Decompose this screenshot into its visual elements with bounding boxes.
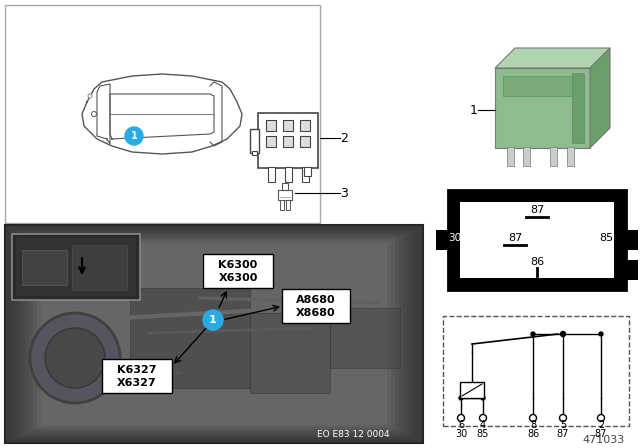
Text: X6300: X6300 [218, 273, 258, 283]
Bar [283, 136, 293, 147]
Bar [29, 237, 399, 431]
Circle shape [125, 127, 143, 145]
Bar [203, 254, 273, 288]
Bar [21, 233, 407, 435]
Bar [37, 241, 391, 427]
Circle shape [45, 328, 105, 388]
Text: 2: 2 [340, 132, 348, 145]
Text: 86: 86 [530, 257, 544, 267]
Bar [130, 288, 250, 388]
Bar [12, 234, 140, 300]
Polygon shape [590, 48, 610, 148]
Bar [72, 245, 127, 290]
Bar [16, 238, 136, 296]
Bar [523, 147, 530, 166]
Text: A8680: A8680 [296, 295, 336, 305]
Text: X6327: X6327 [117, 378, 157, 388]
Circle shape [561, 332, 566, 336]
Circle shape [531, 332, 535, 336]
Bar [5, 225, 423, 443]
Text: 30: 30 [455, 429, 467, 439]
Text: 5: 5 [560, 420, 566, 430]
Bar [102, 359, 172, 393]
Text: 471033: 471033 [583, 435, 625, 445]
Bar [285, 167, 292, 182]
Bar [283, 120, 293, 131]
Text: 85: 85 [477, 429, 489, 439]
Text: X8680: X8680 [296, 308, 336, 318]
Text: K6300: K6300 [218, 260, 258, 270]
Text: 4: 4 [480, 420, 486, 430]
Circle shape [459, 396, 463, 400]
Text: EO E83 12 0004: EO E83 12 0004 [317, 430, 390, 439]
Circle shape [203, 310, 223, 330]
Bar [25, 235, 403, 433]
Bar [300, 120, 310, 131]
Bar [22, 250, 67, 285]
Text: 8: 8 [530, 420, 536, 430]
Circle shape [559, 414, 566, 422]
Text: 2: 2 [598, 420, 604, 430]
Bar [304, 167, 311, 176]
Text: 87: 87 [595, 429, 607, 439]
Bar [448, 190, 626, 290]
Polygon shape [495, 48, 610, 68]
Text: K6327: K6327 [117, 365, 157, 375]
Text: 85: 85 [599, 233, 613, 243]
Bar [460, 202, 614, 278]
Circle shape [481, 396, 485, 400]
Text: 86: 86 [527, 429, 539, 439]
Bar [33, 239, 395, 429]
Circle shape [88, 94, 92, 98]
Bar [302, 167, 309, 182]
Text: 87: 87 [508, 233, 522, 243]
Bar [250, 129, 259, 153]
Circle shape [529, 414, 536, 422]
Circle shape [458, 414, 465, 422]
Text: 1: 1 [131, 131, 138, 141]
Bar [5, 5, 320, 223]
Text: 1: 1 [470, 103, 478, 116]
Bar [282, 183, 288, 190]
Text: 30: 30 [449, 233, 461, 243]
Bar [460, 382, 484, 398]
Bar [300, 136, 310, 147]
Circle shape [479, 414, 486, 422]
Text: 87: 87 [557, 429, 569, 439]
Bar [280, 200, 284, 210]
Bar [278, 190, 292, 200]
Bar [268, 167, 275, 182]
Bar [266, 136, 276, 147]
Bar [330, 308, 400, 368]
Bar [572, 73, 584, 143]
Circle shape [30, 313, 120, 403]
Bar [266, 120, 276, 131]
Bar [443, 316, 629, 426]
Text: 6: 6 [458, 420, 464, 430]
Bar [282, 289, 350, 323]
Bar [507, 147, 514, 166]
Circle shape [598, 414, 605, 422]
Bar [436, 230, 449, 250]
Bar [625, 230, 638, 250]
Bar [17, 231, 411, 437]
Circle shape [599, 332, 603, 336]
Circle shape [92, 112, 97, 116]
Bar [550, 147, 557, 166]
Text: 3: 3 [340, 186, 348, 199]
Bar [286, 200, 290, 210]
Bar [5, 225, 423, 443]
Bar [13, 229, 415, 439]
Text: 87: 87 [530, 205, 544, 215]
Bar [258, 113, 318, 168]
Bar [250, 313, 330, 393]
Bar [503, 76, 582, 96]
Bar [625, 260, 638, 280]
Bar [567, 147, 574, 166]
Bar [495, 68, 590, 148]
Bar [9, 227, 419, 441]
Bar [41, 243, 387, 425]
Text: 1: 1 [209, 315, 217, 325]
Bar [252, 151, 257, 155]
